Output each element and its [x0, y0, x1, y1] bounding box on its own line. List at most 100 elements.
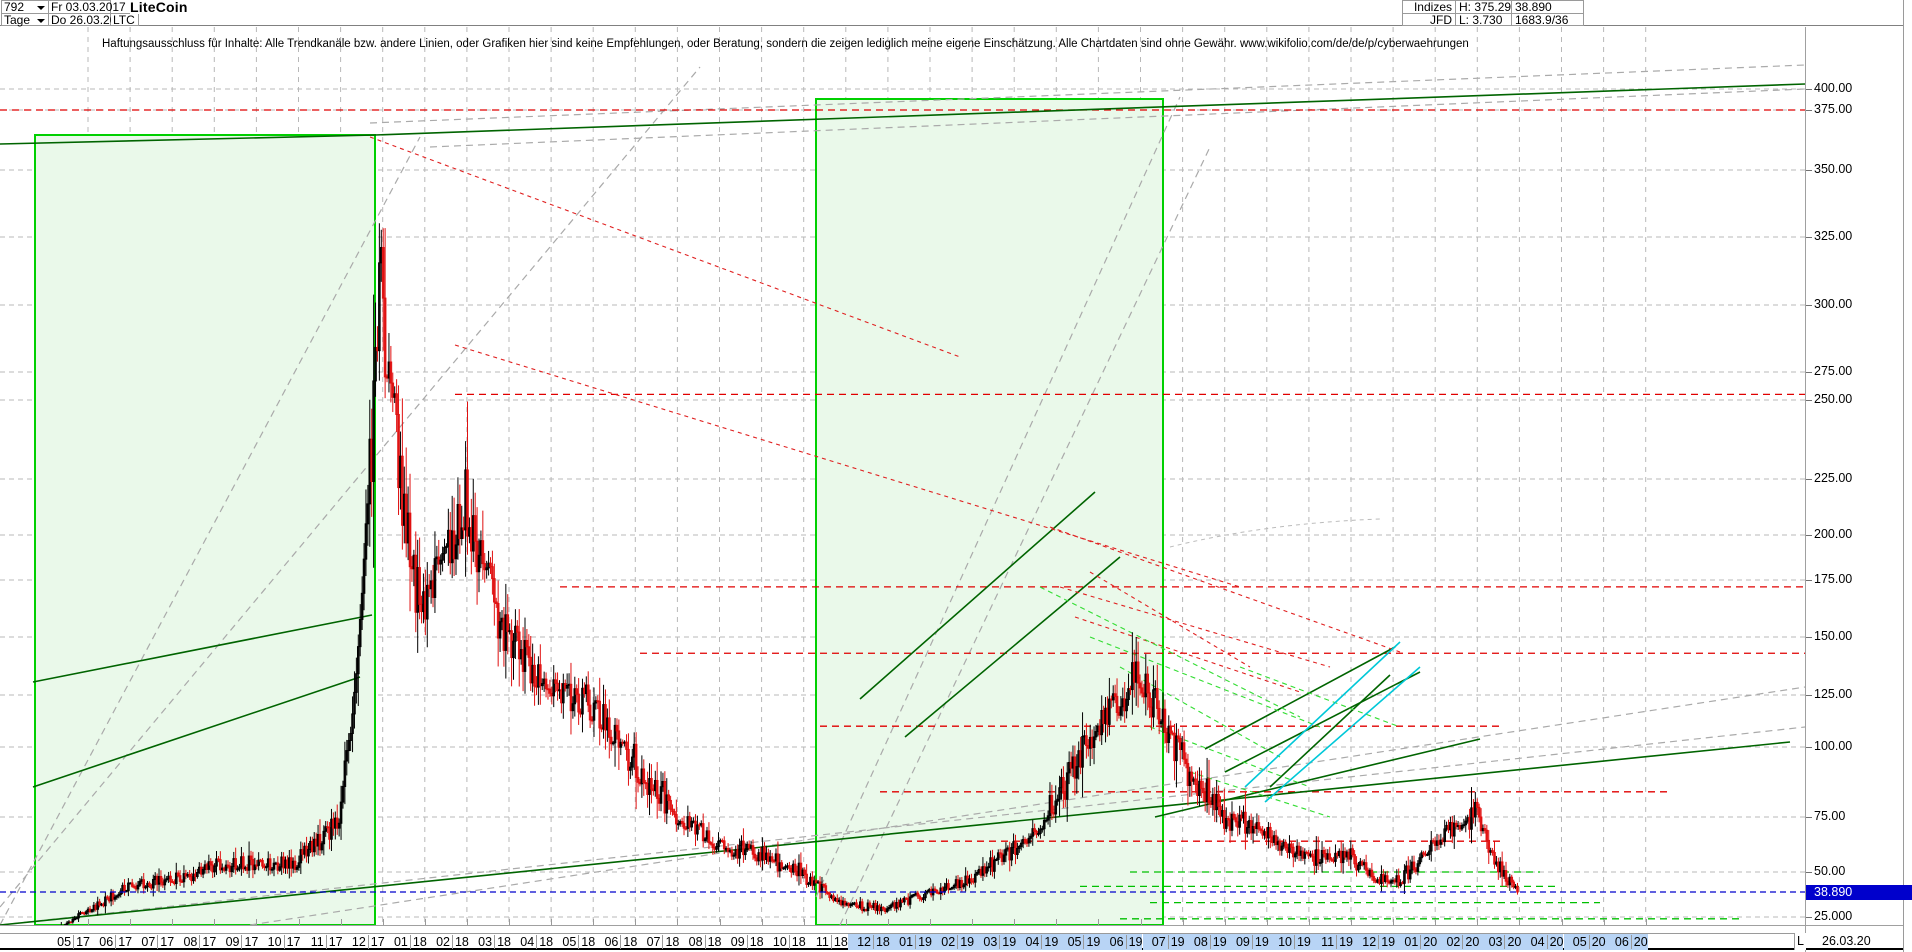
time-tick-label: 02 20 — [1437, 934, 1480, 950]
price-tick-label: 350.00 — [1814, 162, 1853, 176]
price-tick-label: 25.000 — [1814, 909, 1853, 923]
price-tick-mark — [1806, 372, 1812, 373]
chart-plot-area[interactable] — [0, 27, 1805, 925]
time-tick-label: 09 18 — [730, 935, 764, 949]
highlight-boxes — [34, 98, 1164, 925]
time-axis[interactable]: 05 17 06 17 07 17 08 17 09 17 10 17 11 17 12 17 01 18 02 18… — [0, 919, 1805, 952]
time-tick-label: 05 17 — [57, 935, 90, 949]
time-tick-label: 08 19 — [1184, 934, 1227, 950]
time-tick-label: 02 19 — [932, 934, 975, 950]
time-tick-label: 12 19 — [1353, 934, 1396, 950]
time-tick-mark — [172, 919, 174, 925]
price-tick-label: 400.00 — [1814, 81, 1853, 95]
time-tick-label: 09 19 — [1226, 934, 1269, 950]
axis-corner: L 26.03.20 — [1794, 925, 1912, 952]
chevron-down-icon — [37, 6, 45, 10]
price-tick-label: 300.00 — [1814, 297, 1853, 311]
time-tick-label: 06 20 — [1605, 934, 1648, 950]
time-tick-label: 01 20 — [1395, 934, 1438, 950]
time-tick-label: 03 19 — [974, 934, 1017, 950]
bar-unit-value: Tage — [4, 13, 31, 27]
price-tick-mark — [1806, 747, 1812, 748]
broker-label: JFD — [1402, 13, 1456, 27]
time-axis-track: 05 17 06 17 07 17 08 17 09 17 10 17 11 17 12 17 01 18 02 18… — [0, 933, 1805, 950]
price-tick-mark — [1806, 305, 1812, 306]
time-tick-mark — [214, 919, 216, 925]
time-tick-label: 01 19 — [889, 934, 932, 950]
axis-corner-track: 26.03.20 — [1806, 933, 1912, 950]
price-tick-mark — [1806, 917, 1812, 918]
time-tick-label: 07 17 — [141, 935, 175, 949]
time-tick-label: 08 18 — [688, 935, 722, 949]
time-tick-mark — [130, 919, 132, 925]
price-chart — [0, 27, 1805, 925]
time-tick-mark — [1519, 919, 1521, 925]
time-tick-mark — [1182, 919, 1184, 925]
candlestick-series — [60, 223, 1519, 925]
right-frame — [1903, 0, 1912, 952]
chevron-down-icon — [37, 19, 45, 23]
time-tick-label: 09 17 — [225, 935, 259, 949]
time-tick-mark — [1561, 919, 1563, 925]
price-axis[interactable]: 400.00 375.00 350.00 325.00 300.00 275.00 250.… — [1805, 27, 1912, 925]
time-tick-mark — [1266, 919, 1268, 925]
time-tick-mark — [1603, 919, 1605, 925]
time-tick-mark — [593, 919, 595, 925]
time-tick-mark — [1014, 919, 1016, 925]
time-tick-label: 11 17 — [310, 935, 343, 949]
time-tick-label: 05 19 — [1058, 934, 1101, 950]
price-tick-mark — [1806, 479, 1812, 480]
time-tick-label: 10 17 — [267, 935, 301, 949]
trend-channels — [0, 83, 1805, 925]
price-tick-label: 225.00 — [1814, 471, 1853, 485]
time-tick-label: 04 18 — [520, 935, 554, 949]
time-tick-label: 11 19 — [1310, 934, 1353, 950]
time-tick-mark — [424, 919, 426, 925]
symbol-code[interactable]: LTC — [111, 13, 139, 27]
time-tick-mark — [382, 919, 384, 925]
last-date-label: 26.03.20 — [1822, 934, 1871, 948]
time-tick-mark — [88, 919, 89, 925]
time-tick-mark — [1056, 919, 1058, 925]
bar-count-dropdown[interactable]: 792 — [1, 0, 49, 14]
time-tick-mark — [1645, 919, 1647, 925]
disclaimer-text: Haftungsausschluss für Inhalte: Alle Tre… — [102, 38, 1469, 50]
price-tick-label: 50.00 — [1814, 864, 1846, 878]
time-tick-label: 02 18 — [436, 935, 469, 949]
price-tick-mark — [1806, 695, 1812, 696]
time-tick-mark — [719, 919, 721, 925]
time-tick-label: 12 18 — [847, 934, 890, 950]
time-tick-mark — [972, 919, 974, 925]
time-tick-label: 03 20 — [1479, 934, 1522, 950]
time-tick-label: 04 19 — [1016, 934, 1059, 950]
price-tick-mark — [1806, 535, 1812, 536]
time-tick-mark — [551, 919, 553, 925]
price-tick-label: 175.00 — [1814, 572, 1853, 586]
time-tick-label: 11 18 — [815, 935, 848, 949]
price-tick-label: 75.00 — [1814, 809, 1846, 823]
date-to-field[interactable]: Do 26.03.2020 — [49, 13, 130, 27]
last-price-value: 38.890 — [1512, 0, 1584, 14]
scale-mode-toggle[interactable]: L — [1794, 933, 1806, 950]
date-from-field[interactable]: Fr 03.03.2017 — [49, 0, 126, 14]
bar-unit-dropdown[interactable]: Tage — [1, 13, 49, 27]
price-tick-label: 325.00 — [1814, 229, 1853, 243]
price-tick-mark — [1806, 110, 1812, 111]
price-tick-mark — [1806, 237, 1812, 238]
page-title: LiteCoin — [130, 0, 188, 15]
time-tick-mark — [340, 919, 342, 925]
price-tick-label: 125.00 — [1814, 687, 1853, 701]
time-tick-label: 10 18 — [772, 935, 806, 949]
time-tick-label: 03 18 — [478, 935, 511, 949]
bar-count-value: 792 — [4, 0, 25, 14]
price-tick-label: 200.00 — [1814, 527, 1853, 541]
horizontal-levels — [0, 109, 1805, 920]
time-tick-label: 06 19 — [1100, 934, 1143, 950]
time-tick-mark — [1351, 919, 1352, 925]
time-tick-label: 12 17 — [351, 935, 385, 949]
price-tick-label: 275.00 — [1814, 364, 1853, 378]
volume-value: 1683.9/36 — [1512, 13, 1584, 27]
time-tick-mark — [1140, 919, 1142, 925]
time-tick-label: 10 19 — [1268, 934, 1311, 950]
